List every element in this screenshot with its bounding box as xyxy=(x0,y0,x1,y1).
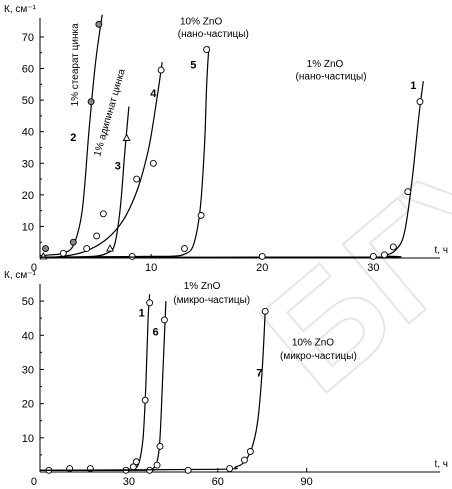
annotation: (нано-частицы) xyxy=(296,72,367,83)
data-point xyxy=(416,98,424,106)
x-tick-label: 30 xyxy=(123,476,135,488)
series-line-1 xyxy=(39,81,424,258)
data-point xyxy=(93,232,101,240)
data-point xyxy=(389,243,397,251)
x-tick-label: 20 xyxy=(256,262,268,274)
y-tick-label: 40 xyxy=(22,330,34,342)
y-tick-label: 60 xyxy=(22,64,34,76)
series-label: 6 xyxy=(152,326,158,338)
y-tick-label: 10 xyxy=(22,433,34,445)
data-point xyxy=(99,210,107,218)
x-tick-label: 10 xyxy=(145,262,157,274)
data-point xyxy=(153,461,161,469)
x-tick-label: 30 xyxy=(367,262,379,274)
series-4: 4 xyxy=(39,62,165,259)
annotation: 10% ZnO xyxy=(180,16,222,27)
series-5: 5 xyxy=(39,46,211,260)
annotation: 1% ZnO xyxy=(184,281,221,292)
data-point xyxy=(106,244,114,252)
data-point xyxy=(369,252,377,260)
annotation: 1% ZnO xyxy=(307,59,344,70)
series-line-1 xyxy=(39,294,151,472)
series-line-5 xyxy=(39,46,210,258)
y-axis-label: К, см⁻¹ xyxy=(4,270,37,281)
series-line-4 xyxy=(39,62,163,259)
y-tick-label: 20 xyxy=(22,190,34,202)
series-label: 1 xyxy=(139,307,145,319)
data-point xyxy=(404,188,412,196)
series-label: 2 xyxy=(70,132,76,144)
y-tick-label: 10 xyxy=(22,221,34,233)
y-tick-label: 20 xyxy=(22,399,34,411)
data-point xyxy=(146,299,154,307)
y-tick-label: 30 xyxy=(22,364,34,376)
series-label: 1 xyxy=(410,80,416,92)
annotation: (микро-частицы) xyxy=(280,351,357,362)
data-point xyxy=(226,465,234,473)
y-tick-label: 50 xyxy=(22,95,34,107)
data-point xyxy=(258,252,266,260)
y-tick-label: 50 xyxy=(22,296,34,308)
x-tick-label: 0 xyxy=(31,262,37,274)
annotation: (нано-частицы) xyxy=(178,29,249,40)
series-line-2 xyxy=(39,14,103,257)
data-point xyxy=(69,238,77,246)
annotation: 1% стеарат цинка xyxy=(70,23,81,107)
annotation: 10% ZnO xyxy=(292,338,334,349)
series-line-6 xyxy=(39,301,167,472)
series-label: 5 xyxy=(190,60,196,72)
data-point xyxy=(141,396,149,404)
data-point xyxy=(83,245,91,252)
annotation: 1% адипинат цинка xyxy=(92,67,128,157)
y-tick-label: 70 xyxy=(22,32,34,44)
series-label: 7 xyxy=(256,367,262,379)
data-point xyxy=(380,251,388,259)
chart-panel-2: 10 20 30 40 50 0 30 60 90 К, см⁻¹ t, ч 16 7 1% ZnO (ми… xyxy=(4,270,448,488)
x-tick-label: 0 xyxy=(31,476,37,488)
data-point xyxy=(42,245,50,252)
y-tick-label: 40 xyxy=(22,127,34,139)
data-point xyxy=(203,46,211,54)
data-point xyxy=(180,245,188,252)
x-axis-label: t, ч xyxy=(434,459,448,470)
y-axis-label: К, см⁻¹ xyxy=(4,4,37,15)
series-1: 1 xyxy=(39,80,424,260)
series-1: 1 xyxy=(39,294,154,474)
data-point xyxy=(240,456,248,464)
y-tick-label: 30 xyxy=(22,158,34,170)
data-point xyxy=(128,252,136,260)
annotation: (микро-частицы) xyxy=(173,295,250,306)
series-2: 2 xyxy=(39,14,103,257)
data-point xyxy=(197,211,205,219)
data-point xyxy=(246,448,254,455)
x-tick-label: 90 xyxy=(301,476,313,488)
series-7: 7 xyxy=(39,307,269,474)
data-point xyxy=(261,307,269,315)
data-point xyxy=(160,316,168,324)
data-point xyxy=(149,159,157,167)
x-tick-label: 60 xyxy=(212,476,224,488)
data-point xyxy=(87,98,95,106)
data-point xyxy=(184,466,192,474)
data-point xyxy=(157,66,165,74)
x-axis-label: t, ч xyxy=(434,245,448,256)
series-label: 4 xyxy=(150,88,157,100)
data-point xyxy=(122,133,131,141)
data-point xyxy=(132,458,140,466)
data-point xyxy=(59,249,67,257)
data-point xyxy=(95,20,103,28)
data-point xyxy=(133,175,141,183)
series-label: 3 xyxy=(115,161,121,173)
data-point xyxy=(156,442,164,450)
